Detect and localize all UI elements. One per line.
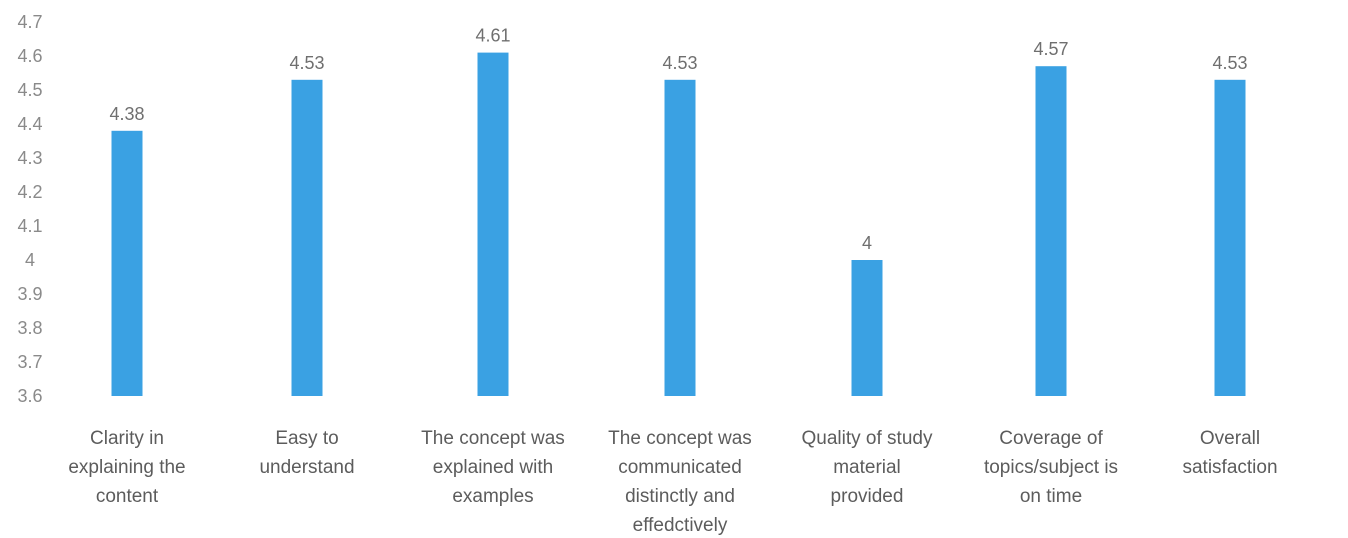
x-category-label-line: content <box>96 486 159 507</box>
x-category-label-line: provided <box>831 486 904 507</box>
y-tick-label: 3.9 <box>17 284 42 304</box>
x-category-label-line: Clarity in <box>90 428 164 449</box>
x-category-label-line: material <box>833 457 901 478</box>
x-category-label-line: satisfaction <box>1182 457 1277 478</box>
x-category-label-line: Overall <box>1200 428 1260 449</box>
bar <box>477 52 509 396</box>
y-tick-label: 4.1 <box>17 216 42 236</box>
data-label: 4 <box>862 233 872 253</box>
x-category-label: Easy to understand <box>259 428 354 478</box>
y-tick-label: 4.2 <box>17 182 42 202</box>
x-category-label-line: Quality of study <box>802 428 933 449</box>
x-category-label: Overall satisfaction <box>1182 428 1277 478</box>
x-category-label-line: distinctly and <box>625 486 735 507</box>
bar <box>1035 66 1067 396</box>
data-label: 4.53 <box>289 53 324 73</box>
x-category-label: Coverage of topics/subject is on time <box>984 428 1118 507</box>
x-category-label-line: examples <box>452 486 533 507</box>
x-category-label: The concept was communicated distinctly an… <box>608 428 752 536</box>
data-label: 4.53 <box>662 53 697 73</box>
x-category-label-line: effedctively <box>633 515 728 536</box>
x-category-label-line: Coverage of <box>999 428 1103 449</box>
y-tick-label: 3.7 <box>17 352 42 372</box>
x-category-label-line: on time <box>1020 486 1082 507</box>
bar-series <box>111 52 1246 397</box>
x-category-label-line: The concept was <box>608 428 752 449</box>
bar <box>291 79 323 397</box>
data-labels: 4.38 4.53 4.61 4.53 4 4.57 4.53 <box>109 26 1247 253</box>
bar <box>111 130 143 397</box>
y-tick-label: 3.8 <box>17 318 42 338</box>
x-category-label-line: explained with <box>433 457 553 478</box>
bar <box>664 79 696 397</box>
y-tick-label: 3.6 <box>17 386 42 406</box>
x-category-label-line: The concept was <box>421 428 565 449</box>
x-category-label-line: Easy to <box>275 428 338 449</box>
y-tick-label: 4.7 <box>17 12 42 32</box>
x-category-label: The concept was explained with examples <box>421 428 565 507</box>
bar <box>1214 79 1246 397</box>
bar <box>851 260 883 396</box>
x-category-label: Quality of study material provided <box>802 428 933 507</box>
x-axis: Clarity in explaining the content Easy to un… <box>68 428 1277 536</box>
data-label: 4.61 <box>475 26 510 46</box>
x-category-label-line: explaining the <box>68 457 185 478</box>
y-tick-label: 4 <box>25 250 35 270</box>
y-tick-label: 4.4 <box>17 114 42 134</box>
y-tick-label: 4.3 <box>17 148 42 168</box>
y-axis: 3.6 3.7 3.8 3.9 4 4.1 4.2 4.3 4.4 4.5 4.6 4.7 <box>17 12 42 406</box>
x-category-label-line: understand <box>259 457 354 478</box>
data-label: 4.53 <box>1212 53 1247 73</box>
x-category-label: Clarity in explaining the content <box>68 428 185 507</box>
y-tick-label: 4.6 <box>17 46 42 66</box>
data-label: 4.38 <box>109 104 144 124</box>
data-label: 4.57 <box>1033 39 1068 59</box>
x-category-label-line: communicated <box>618 457 742 478</box>
x-category-label-line: topics/subject is <box>984 457 1118 478</box>
y-tick-label: 4.5 <box>17 80 42 100</box>
